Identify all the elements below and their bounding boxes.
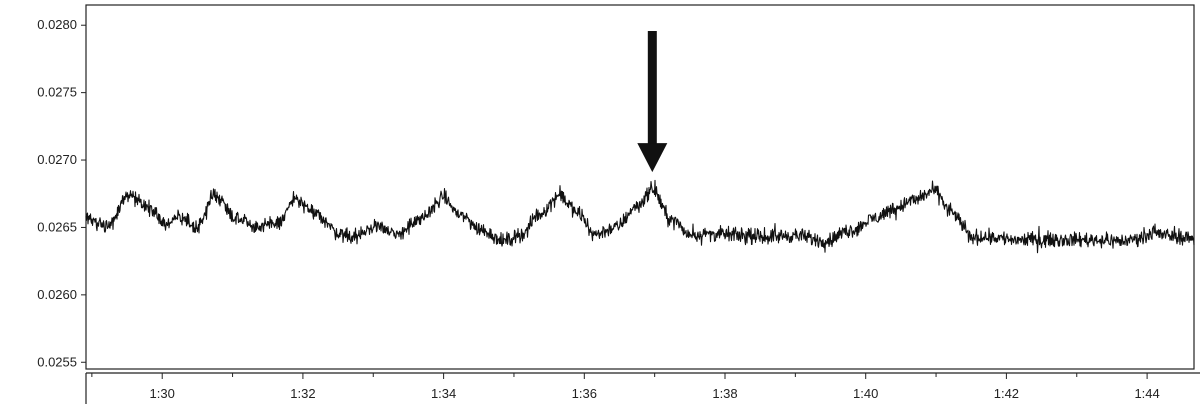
arrow-head (637, 143, 668, 173)
data-point (851, 229, 853, 231)
y-tick-label: 0.0275 (37, 85, 77, 100)
data-point (355, 236, 357, 238)
x-tick-label: 1:32 (290, 386, 315, 401)
data-point (933, 190, 935, 192)
data-point (912, 200, 914, 202)
data-point (458, 213, 460, 215)
data-point (338, 232, 340, 234)
data-point (482, 229, 484, 231)
data-point (795, 235, 797, 237)
data-point (279, 221, 281, 223)
axes: 0.0255 0.0260 0.0265 0.0270 0.0275 0.0280 1:30… (37, 17, 1200, 404)
down-arrow-annotation (637, 31, 668, 173)
plot-area (85, 4, 1195, 370)
x-tick-label: 1:36 (572, 386, 597, 401)
data-point (213, 194, 215, 196)
y-tick-label: 0.0280 (37, 17, 77, 32)
data-point (615, 227, 617, 229)
data-point (521, 233, 523, 235)
annotations (637, 31, 668, 173)
data-point (636, 205, 638, 207)
data-point (652, 189, 654, 191)
data-point (238, 217, 240, 219)
data-point (893, 208, 895, 210)
data-point (988, 236, 990, 238)
data-point (179, 217, 181, 219)
data-point (759, 236, 761, 238)
series-line (85, 179, 1195, 254)
data-point (578, 213, 580, 215)
data-point (260, 227, 262, 229)
y-tick-label: 0.0255 (37, 354, 77, 369)
data-point (559, 194, 561, 196)
data-point (1193, 237, 1195, 239)
x-tick-label: 1:34 (431, 386, 456, 401)
data-point (1123, 240, 1125, 242)
data-point (443, 197, 445, 199)
data-point (378, 224, 380, 226)
data-point (1017, 239, 1019, 241)
arrow-shaft (647, 31, 657, 147)
data-point (594, 233, 596, 235)
data-point (107, 224, 109, 226)
data-point (824, 240, 826, 242)
data-point (394, 235, 396, 237)
data-point (1152, 233, 1154, 235)
y-tick-label: 0.0260 (37, 287, 77, 302)
x-tick-label: 1:30 (150, 386, 175, 401)
x-tick-label: 1:44 (1134, 386, 1159, 401)
data-point (503, 240, 505, 242)
data-point (670, 219, 672, 221)
data-point (874, 217, 876, 219)
y-tick-label: 0.0270 (37, 152, 77, 167)
data-point (127, 194, 129, 196)
data-point (1053, 239, 1055, 241)
data-point (85, 219, 87, 221)
data-point (689, 233, 691, 235)
x-tick-label: 1:42 (994, 386, 1019, 401)
data-point (953, 213, 955, 215)
data-point (315, 213, 317, 215)
data-point (418, 220, 420, 222)
data-point (718, 233, 720, 235)
data-point (197, 227, 199, 229)
x-tick-label: 1:38 (712, 386, 737, 401)
data-point (970, 236, 972, 238)
data-point (294, 198, 296, 200)
data-point (1088, 239, 1090, 241)
y-tick-label: 0.0265 (37, 219, 77, 234)
plot-frame (85, 4, 1195, 370)
data-point (150, 206, 152, 208)
data-point (539, 213, 541, 215)
x-tick-label: 1:40 (853, 386, 878, 401)
data-point (165, 224, 167, 226)
